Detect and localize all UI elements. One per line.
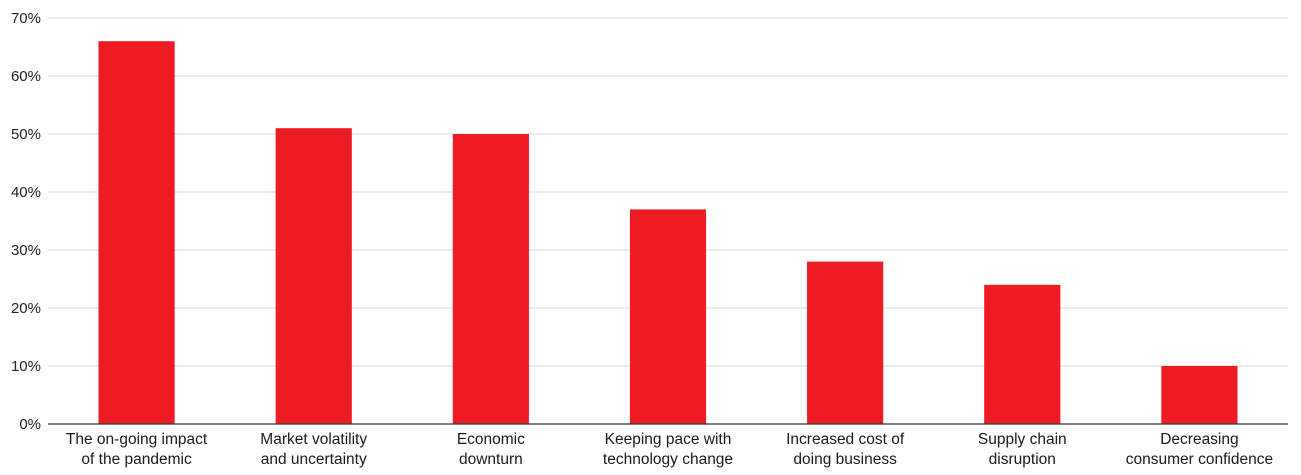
y-tick-label: 40% — [11, 184, 41, 201]
x-category-label: Market volatility and uncertainty — [260, 431, 367, 468]
x-category-label: The on-going impact of the pandemic — [66, 431, 208, 468]
x-axis-labels: The on-going impact of the pandemic Market… — [66, 431, 1273, 468]
bar — [452, 134, 529, 424]
y-tick-label: 0% — [19, 416, 41, 433]
x-category-label: Supply chain disruption — [978, 431, 1067, 468]
bar — [629, 209, 707, 424]
y-axis-ticks: 0% 10% 20% 30% 40% 50% 60% 70% — [11, 10, 41, 433]
bar — [807, 261, 884, 424]
bar — [984, 284, 1061, 424]
x-category-label: Keeping pace with technology change — [603, 431, 733, 468]
bar — [275, 128, 352, 424]
y-tick-label: 10% — [11, 358, 41, 375]
y-tick-label: 30% — [11, 242, 41, 259]
x-category-label: Decreasing consumer confidence — [1126, 431, 1273, 468]
y-tick-label: 60% — [11, 68, 41, 85]
bar — [98, 41, 175, 424]
x-category-label: Economic downturn — [457, 431, 525, 468]
y-tick-label: 20% — [11, 300, 41, 317]
bar — [1161, 366, 1238, 424]
y-tick-label: 50% — [11, 126, 41, 143]
x-category-label: Increased cost of doing business — [786, 431, 905, 468]
bars — [98, 41, 1238, 424]
y-tick-label: 70% — [11, 10, 41, 27]
